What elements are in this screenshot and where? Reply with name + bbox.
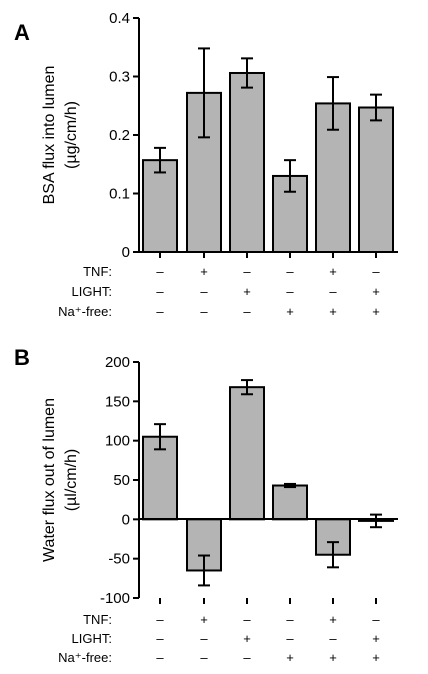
condition-sign: + [243,631,251,646]
condition-sign: – [286,612,294,627]
condition-sign: – [156,304,164,319]
bar [142,159,178,253]
condition-sign: + [200,264,208,279]
condition-sign: – [200,631,208,646]
y-tick-label: 0.1 [109,186,130,203]
condition-label: Na⁺-free: [58,650,112,665]
condition-sign: – [329,284,337,299]
y-tick-label: -50 [108,551,130,568]
chart-panel-a: A BSA flux into lumen (µg/cm/h) 0 0.1 0.2 0.3 0… [14,10,398,319]
condition-sign: + [372,304,380,319]
y-tick-label: -100 [100,590,130,607]
condition-sign: + [200,612,208,627]
y-axis-unit: (µl/cm/h) [63,449,80,512]
bar [229,71,265,253]
condition-sign: – [243,650,251,665]
condition-sign: + [286,304,294,319]
condition-sign: + [329,304,337,319]
condition-sign: – [243,304,251,319]
condition-sign: – [286,264,294,279]
y-axis-label: BSA flux into lumen [41,66,58,205]
condition-sign: – [200,304,208,319]
bar [358,106,394,253]
y-axis-unit: (µg/cm/h) [63,101,80,169]
condition-sign: + [372,284,380,299]
y-tick-label: 0.2 [109,127,130,144]
bar [142,435,178,521]
bar [229,386,265,521]
condition-sign: – [156,650,164,665]
y-tick-label: 150 [105,393,130,410]
condition-sign: – [372,264,380,279]
condition-sign: + [329,650,337,665]
condition-sign: – [200,284,208,299]
condition-sign: + [329,612,337,627]
condition-sign: – [200,650,208,665]
condition-label: LIGHT: [72,631,112,646]
condition-sign: – [286,631,294,646]
y-tick-label: 0.3 [109,69,130,86]
condition-label: TNF: [83,612,112,627]
condition-sign: + [372,631,380,646]
panel-letter: B [14,345,30,370]
condition-sign: – [372,612,380,627]
condition-sign: + [286,650,294,665]
y-tick-label: 0 [122,511,130,528]
condition-label: LIGHT: [72,284,112,299]
chart-panel-b: B Water flux out of lumen (µl/cm/h) -100 -50… [14,345,398,665]
condition-sign: + [329,264,337,279]
y-tick-label: 0 [122,244,130,261]
y-tick-label: 200 [105,354,130,371]
condition-sign: – [329,631,337,646]
y-axis-label: Water flux out of lumen [41,398,58,562]
condition-sign: – [243,612,251,627]
condition-label: Na⁺-free: [58,304,112,319]
bar [272,484,308,521]
y-tick-label: 50 [113,472,130,489]
condition-label: TNF: [83,264,112,279]
y-tick-label: 100 [105,433,130,450]
condition-sign: – [156,284,164,299]
condition-sign: + [372,650,380,665]
panel-letter: A [14,20,30,45]
condition-sign: – [286,284,294,299]
y-tick-label: 0.4 [109,10,130,27]
condition-sign: – [156,612,164,627]
condition-sign: – [156,264,164,279]
condition-sign: + [243,284,251,299]
condition-sign: – [243,264,251,279]
condition-sign: – [156,631,164,646]
